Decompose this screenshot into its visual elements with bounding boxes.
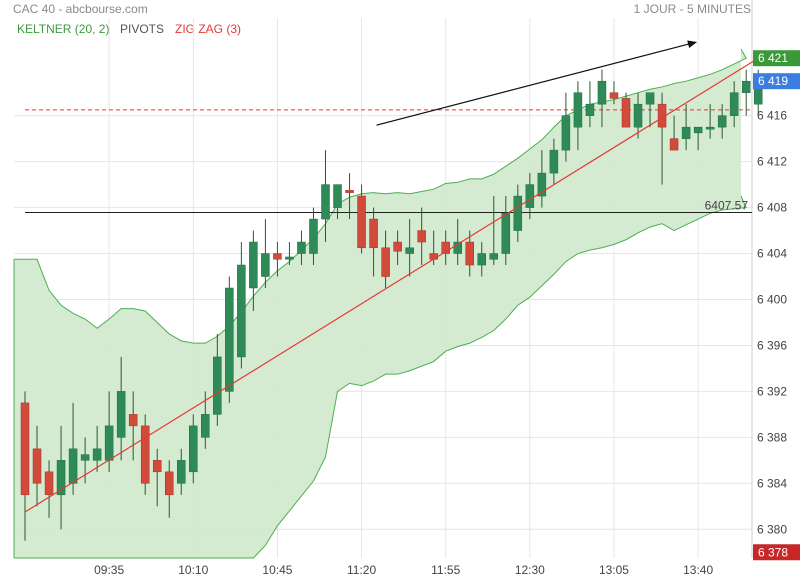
candle-body	[116, 391, 126, 438]
candle-body	[140, 425, 150, 484]
candle-body	[128, 414, 138, 427]
candle-body	[537, 172, 547, 197]
candle-body	[104, 425, 114, 461]
candle-body	[297, 241, 306, 254]
y-tick-label: 6 388	[757, 430, 787, 444]
legend-zigzag[interactable]: ZIG ZAG (3)	[175, 22, 241, 36]
candle-body	[225, 287, 234, 392]
pivot-solid-label: 6407.57	[705, 199, 749, 213]
price-badge-label: 6 419	[758, 74, 788, 88]
candle-body	[741, 80, 751, 93]
candle-body	[609, 92, 619, 99]
candle-body	[357, 195, 366, 249]
price-badge	[753, 73, 800, 90]
candle-body	[321, 184, 330, 220]
candle-body	[705, 126, 715, 130]
candle-body	[285, 256, 294, 260]
price-badge	[753, 50, 800, 67]
price-badge-label: 6 421	[758, 51, 788, 65]
keltner-upper-line	[14, 48, 747, 344]
zigzag-line	[24, 57, 759, 513]
y-tick-label: 6 392	[757, 384, 787, 398]
candle-body	[645, 92, 655, 105]
trend-arrow-head	[687, 40, 698, 49]
x-tick-label: 10:45	[262, 563, 292, 577]
candle-body	[189, 425, 198, 473]
price-badge-label: 6 378	[758, 545, 788, 559]
candle-body	[80, 454, 90, 461]
y-tick-label: 6 400	[757, 292, 787, 306]
candle-body	[525, 184, 535, 208]
candle-body	[32, 448, 42, 484]
candle-body	[585, 103, 595, 116]
candle-body	[573, 92, 583, 128]
candle-body	[261, 253, 270, 277]
candle-body	[693, 126, 703, 134]
candle-body	[345, 190, 354, 193]
y-tick-label: 6 380	[757, 522, 787, 536]
y-tick-label: 6 404	[757, 247, 787, 261]
y-tick-label: 6 416	[757, 109, 787, 123]
candle-body	[729, 92, 739, 116]
candle-body	[489, 253, 499, 260]
candle-body	[621, 98, 631, 128]
legend-keltner[interactable]: KELTNER (20, 2)	[17, 22, 110, 36]
trend-arrow-line	[376, 42, 692, 126]
candle-body	[405, 247, 414, 254]
candle-body	[717, 115, 727, 128]
candle-body	[393, 241, 402, 252]
x-tick-label: 11:55	[431, 563, 460, 577]
candle-body	[20, 402, 30, 496]
candle-body	[417, 230, 426, 243]
candle-body	[309, 218, 318, 254]
candle-body	[237, 264, 246, 358]
candle-body	[441, 241, 450, 254]
candle-body	[549, 149, 559, 174]
y-tick-label: 6 412	[757, 155, 787, 169]
y-tick-label: 6 396	[757, 338, 787, 352]
candle-body	[597, 80, 607, 105]
legend-pivots[interactable]: PIVOTS	[120, 22, 165, 36]
price-badge	[753, 544, 800, 561]
x-tick-label: 13:05	[599, 563, 629, 577]
candle-body	[513, 195, 523, 231]
candle-body	[56, 460, 66, 496]
candle-body	[369, 218, 378, 249]
candle-body	[273, 253, 282, 260]
x-tick-label: 11:20	[347, 563, 376, 577]
candle-body	[164, 471, 174, 496]
keltner-lower-line	[14, 195, 747, 559]
candle-body	[501, 213, 511, 254]
candle-body	[333, 184, 342, 208]
candle-body	[669, 138, 679, 151]
candle-body	[465, 241, 474, 266]
x-tick-label: 10:10	[178, 563, 208, 577]
candle-body	[201, 414, 210, 438]
candle-body	[633, 103, 643, 128]
candle-body	[68, 448, 78, 484]
candle-body	[561, 115, 571, 151]
candle-body	[177, 460, 186, 484]
candle-body	[477, 253, 487, 266]
candle-body	[453, 241, 462, 254]
x-tick-label: 13:40	[683, 563, 713, 577]
candle-body	[213, 356, 222, 415]
candle-body	[681, 126, 691, 139]
candle-body	[152, 460, 162, 473]
y-tick-label: 6 408	[757, 201, 787, 215]
x-tick-label: 09:35	[94, 563, 124, 577]
candle-body	[44, 471, 54, 496]
instrument-title: CAC 40 - abcbourse.com	[13, 2, 148, 16]
candle-body	[92, 448, 102, 461]
x-tick-label: 12:30	[515, 563, 545, 577]
candle-body	[381, 247, 390, 277]
candle-body	[249, 241, 258, 289]
period-label: 1 JOUR - 5 MINUTES	[633, 2, 751, 16]
y-tick-label: 6 384	[757, 476, 787, 490]
